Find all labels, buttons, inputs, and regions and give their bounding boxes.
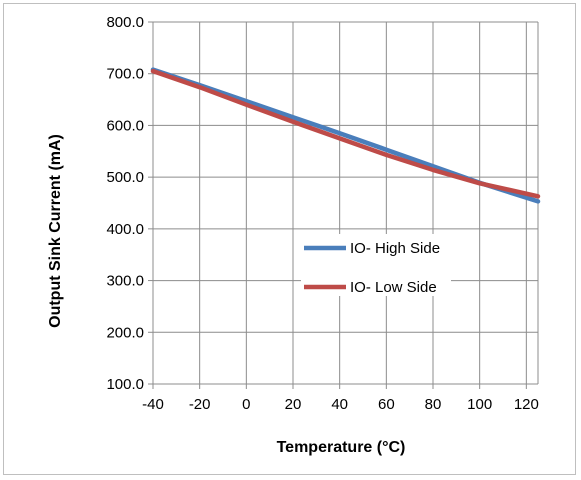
x-axis-title: Temperature (°C) [277, 439, 406, 456]
x-tick-label: -40 [142, 396, 164, 413]
legend-label-high-side: IO- High Side [350, 240, 440, 257]
y-axis-title: Output Sink Current (mA) [47, 134, 64, 328]
legend: IO- High Side IO- Low Side [301, 234, 451, 296]
x-tick-label: 120 [514, 396, 539, 413]
y-tick-label: 800.0 [106, 14, 144, 31]
y-tick-label: 100.0 [106, 376, 144, 393]
y-tick-label: 700.0 [106, 66, 144, 83]
chart-frame [3, 3, 576, 475]
x-tick-label: 0 [242, 396, 250, 413]
y-tick-label: 500.0 [106, 169, 144, 186]
series-line-low-side [150, 68, 541, 199]
x-tick-labels: -40 -20 0 20 40 60 80 100 120 [142, 396, 539, 413]
y-tick-label: 400.0 [106, 221, 144, 238]
y-tick-label: 300.0 [106, 273, 144, 290]
y-tick-labels: 100.0 200.0 300.0 400.0 500.0 600.0 700.0 800.0 [106, 14, 144, 393]
y-tick-label: 600.0 [106, 117, 144, 134]
x-tick-label: 40 [331, 396, 348, 413]
y-tick-label: 200.0 [106, 324, 144, 341]
grid-lines [153, 21, 539, 384]
legend-label-low-side: IO- Low Side [350, 279, 437, 296]
x-tick-label: -20 [189, 396, 211, 413]
series-lines [150, 67, 541, 204]
x-tick-label: 20 [285, 396, 302, 413]
x-tick-label: 60 [378, 396, 395, 413]
x-tick-label: 100 [467, 396, 492, 413]
axes [148, 21, 538, 389]
x-tick-label: 80 [425, 396, 442, 413]
